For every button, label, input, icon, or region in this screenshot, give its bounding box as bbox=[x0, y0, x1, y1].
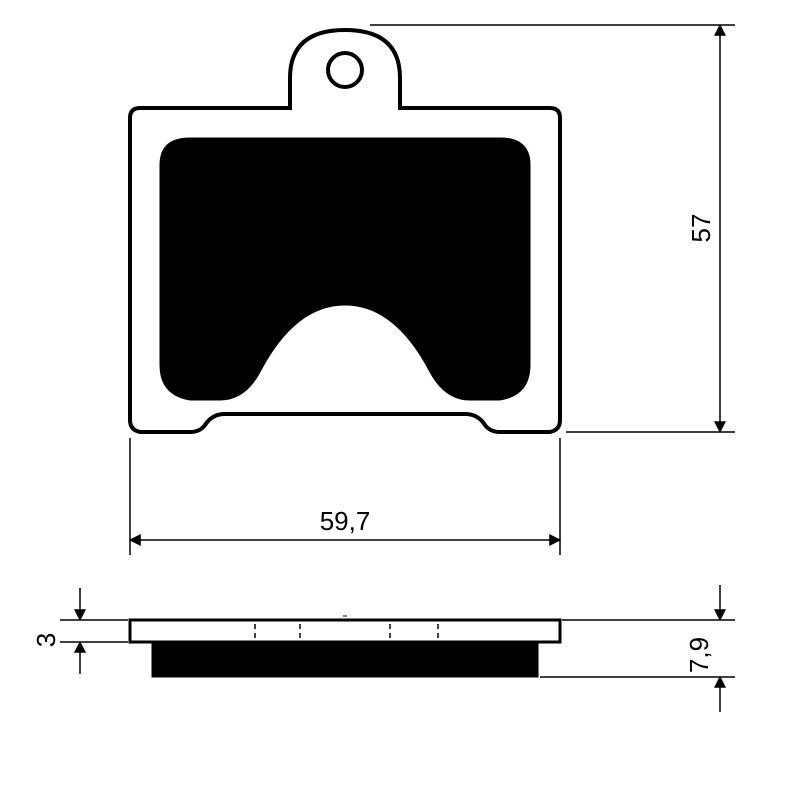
front-view bbox=[130, 30, 560, 432]
side-view bbox=[130, 616, 560, 677]
friction-material bbox=[160, 138, 530, 400]
dim-total-value: 7,9 bbox=[684, 637, 714, 673]
dim-total-thickness: 7,9 bbox=[540, 585, 735, 712]
dim-width-value: 59,7 bbox=[320, 506, 371, 536]
side-friction-material bbox=[152, 642, 538, 677]
dim-backing-value: 3 bbox=[31, 633, 61, 647]
dim-width: 59,7 bbox=[130, 438, 560, 555]
technical-drawing: 59,7 57 3 7,9 bbox=[0, 0, 800, 800]
mounting-hole bbox=[328, 53, 362, 87]
dim-height-value: 57 bbox=[686, 214, 716, 243]
side-backing-plate bbox=[130, 620, 560, 642]
dim-backing-thickness: 3 bbox=[31, 588, 128, 674]
